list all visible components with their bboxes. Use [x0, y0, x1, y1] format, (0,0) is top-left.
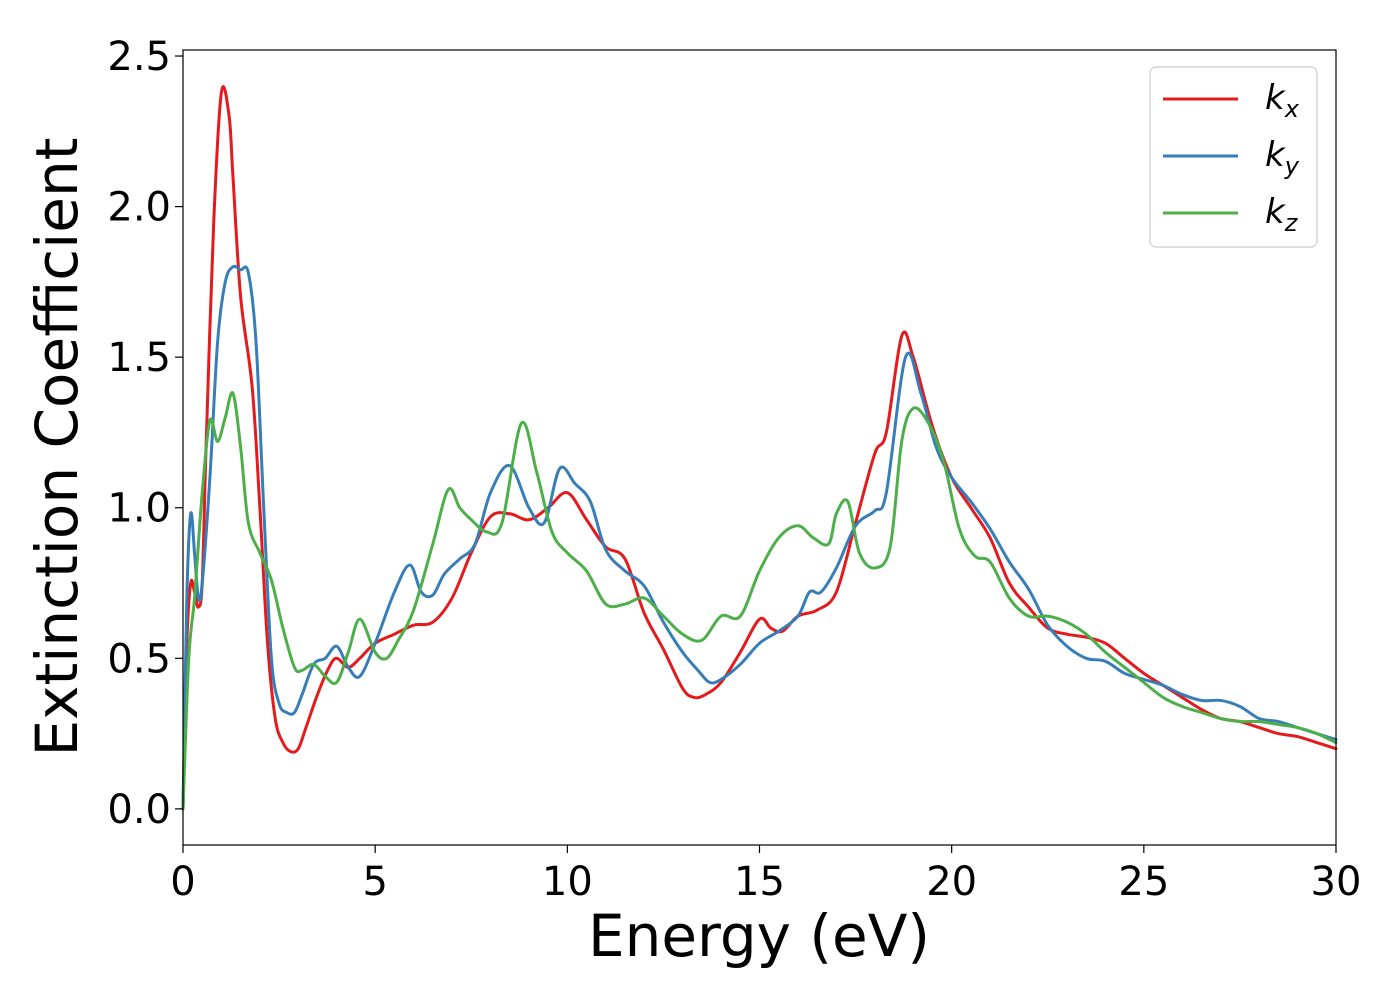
x-axis: 0 5 10 15 20 25 30 — [170, 845, 1361, 905]
legend-label-y: ky — [1265, 135, 1300, 180]
y-tick-label: 1.0 — [107, 486, 171, 532]
x-tick-label: 0 — [170, 859, 195, 905]
y-axis: 0.0 0.5 1.0 1.5 2.0 2.5 — [107, 34, 183, 833]
x-tick-label: 5 — [362, 859, 387, 905]
x-tick-label: 10 — [542, 859, 593, 905]
series-line-y — [181, 264, 1338, 811]
x-tick-label: 15 — [734, 859, 785, 905]
series-lines — [181, 85, 1338, 811]
x-axis-title: Energy (eV) — [588, 902, 930, 970]
series-line-z — [181, 391, 1338, 811]
y-tick-label: 2.0 — [107, 185, 171, 231]
y-tick-label: 0.5 — [107, 636, 171, 682]
y-tick-label: 2.5 — [107, 34, 171, 80]
y-tick-label: 1.5 — [107, 335, 171, 381]
x-tick-label: 20 — [926, 859, 977, 905]
y-tick-label: 0.0 — [107, 787, 171, 833]
legend-label-z: kz — [1265, 192, 1299, 237]
legend-label-x: kx — [1265, 78, 1300, 123]
legend: kx ky kz — [1149, 66, 1318, 248]
y-axis-title: Extinction Coefficient — [23, 138, 91, 757]
series-line-x — [181, 85, 1338, 811]
x-tick-label: 25 — [1118, 859, 1169, 905]
x-tick-label: 30 — [1311, 859, 1362, 905]
